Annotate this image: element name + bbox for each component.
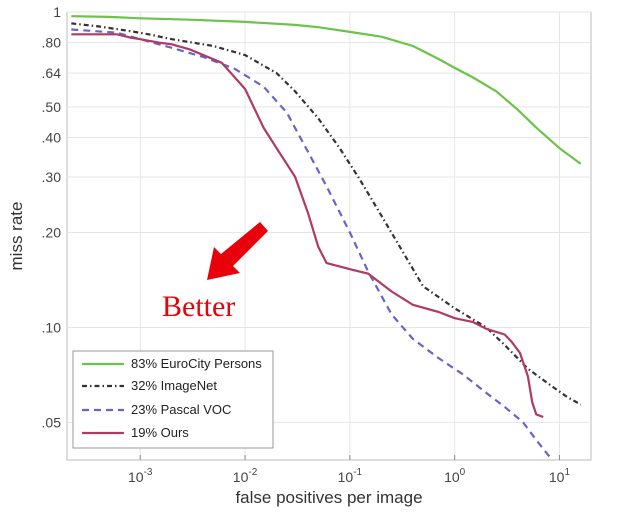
legend-label-imagenet: 32% ImageNet bbox=[131, 378, 217, 393]
x-tick-label: 10-1 bbox=[338, 467, 363, 485]
y-tick-label: .05 bbox=[42, 414, 62, 430]
legend-label-ours: 19% Ours bbox=[131, 425, 189, 440]
y-tick-label: .50 bbox=[42, 99, 62, 115]
series-layer bbox=[71, 15, 582, 458]
x-tick-label: 10-2 bbox=[233, 467, 258, 485]
legend: 83% EuroCity Persons 32% ImageNet 23% Pa… bbox=[72, 350, 274, 449]
better-annotation: Better bbox=[162, 290, 235, 323]
x-tick-label: 100 bbox=[444, 467, 466, 485]
x-tick-label: 10-3 bbox=[128, 467, 153, 485]
better-arrow-icon bbox=[207, 222, 268, 280]
y-tick-label: 1 bbox=[53, 4, 61, 20]
y-tick-label: .20 bbox=[42, 224, 62, 240]
y-axis-label: miss rate bbox=[7, 202, 26, 271]
series-line-3 bbox=[71, 33, 544, 419]
legend-label-eurocity: 83% EuroCity Persons bbox=[131, 356, 262, 371]
y-tick-label: .30 bbox=[42, 169, 62, 185]
series-line-1 bbox=[71, 22, 582, 406]
y-tick-label: .40 bbox=[42, 130, 62, 146]
y-tick-label: .10 bbox=[42, 319, 62, 335]
legend-label-pascal: 23% Pascal VOC bbox=[131, 402, 231, 417]
y-tick-label: .64 bbox=[42, 65, 62, 81]
legend-box bbox=[72, 350, 274, 449]
y-tick-label: .80 bbox=[42, 35, 62, 51]
x-tick-label: 101 bbox=[549, 467, 571, 485]
x-axis-label: false positives per image bbox=[235, 488, 422, 507]
series-line-0 bbox=[71, 15, 582, 165]
tick-labels: 1 .80 .64 .50 .40 .30 .20 .10 .05 10-3 10-2 10-1 100… bbox=[42, 4, 571, 485]
series-line-2 bbox=[71, 28, 551, 458]
